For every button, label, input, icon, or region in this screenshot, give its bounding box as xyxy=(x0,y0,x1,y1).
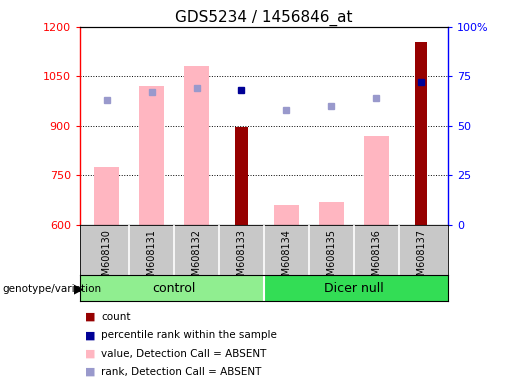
Text: ■: ■ xyxy=(85,330,95,340)
Text: genotype/variation: genotype/variation xyxy=(3,284,101,294)
Bar xyxy=(264,275,448,301)
Text: ▶: ▶ xyxy=(74,282,83,295)
Text: count: count xyxy=(101,312,131,322)
Text: control: control xyxy=(152,282,196,295)
Text: GSM608134: GSM608134 xyxy=(281,228,291,288)
Text: GSM608137: GSM608137 xyxy=(416,228,426,288)
Bar xyxy=(274,205,299,225)
Text: GSM608133: GSM608133 xyxy=(236,228,247,288)
Text: ■: ■ xyxy=(85,367,95,377)
Text: GSM608135: GSM608135 xyxy=(327,228,336,288)
Text: rank, Detection Call = ABSENT: rank, Detection Call = ABSENT xyxy=(101,367,262,377)
Text: GSM608136: GSM608136 xyxy=(371,228,381,288)
Text: GSM608131: GSM608131 xyxy=(147,228,157,288)
Bar xyxy=(319,202,344,225)
Title: GDS5234 / 1456846_at: GDS5234 / 1456846_at xyxy=(175,9,353,25)
Text: GSM608132: GSM608132 xyxy=(192,228,201,288)
Bar xyxy=(94,167,119,225)
Bar xyxy=(184,66,209,225)
Text: GSM608130: GSM608130 xyxy=(102,228,112,288)
Bar xyxy=(235,127,248,225)
Bar xyxy=(364,136,388,225)
Text: value, Detection Call = ABSENT: value, Detection Call = ABSENT xyxy=(101,349,267,359)
Text: Dicer null: Dicer null xyxy=(324,282,384,295)
Text: percentile rank within the sample: percentile rank within the sample xyxy=(101,330,278,340)
Bar xyxy=(140,86,164,225)
Bar xyxy=(415,42,427,225)
Text: ■: ■ xyxy=(85,349,95,359)
Bar xyxy=(80,275,264,301)
Text: ■: ■ xyxy=(85,312,95,322)
